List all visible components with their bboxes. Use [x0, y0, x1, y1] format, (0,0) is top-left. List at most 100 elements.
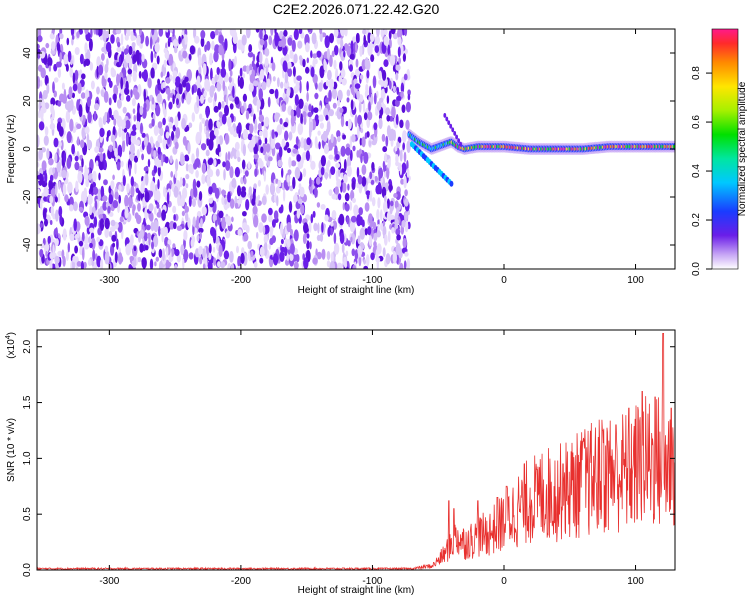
spectrogram-cell [68, 86, 73, 99]
spectrogram-cell [165, 131, 170, 139]
spectrogram-cell [407, 89, 411, 96]
spectrogram-cell [372, 75, 377, 89]
spectrogram-cell [232, 148, 235, 154]
spectrogram-cell [229, 166, 234, 179]
spectrogram-cell [148, 190, 154, 197]
spectrogram-cell [336, 262, 343, 269]
spectrogram-cell [227, 151, 231, 161]
spectrogram-cell [205, 130, 210, 139]
spectrogram-cell [380, 29, 385, 38]
spectrogram-cell [368, 85, 372, 98]
spectrogram-cell [74, 155, 79, 162]
spectrogram-cell [358, 246, 362, 258]
spectrogram-cell [297, 198, 303, 204]
spectrogram-cell [172, 243, 176, 249]
spectrogram-cell [375, 35, 380, 45]
spectrogram-cell [74, 233, 78, 240]
spectrogram-cell [174, 141, 179, 150]
spectrogram-cell [110, 134, 116, 143]
spectrogram-cell [299, 186, 305, 198]
spectrogram-cell [313, 107, 319, 113]
spectrogram-cell [153, 235, 159, 248]
spectrogram-y-tick-label: 40 [22, 47, 33, 59]
spectrogram-cell [200, 143, 207, 151]
spectrogram-cell [341, 181, 347, 193]
spectrogram-cell [406, 168, 410, 178]
spectrogram-cell [319, 29, 323, 35]
spectrogram-cell [353, 204, 359, 216]
spectrogram-cell [157, 179, 160, 190]
spectrogram-cell [376, 90, 379, 99]
spectrogram-cell [285, 141, 290, 148]
spectrogram-cell [257, 179, 261, 187]
spectrogram-cell [259, 257, 264, 264]
spectrogram-cell [130, 30, 134, 42]
spectrogram-cell [182, 92, 186, 100]
spectrogram-cell [165, 77, 171, 84]
spectrogram-cell [162, 81, 166, 89]
spectrogram-cell [327, 227, 331, 237]
spectrogram-cell [291, 39, 296, 52]
spectrogram-cell [173, 186, 179, 198]
spectrogram-cell [268, 214, 273, 223]
spectrogram-cell [367, 226, 372, 236]
spectrogram-x-tick-label: -200 [231, 275, 251, 286]
spectrogram-cell [278, 146, 283, 158]
spectrogram-cell [238, 129, 241, 139]
spectrogram-cell [228, 95, 234, 102]
spectrogram-cell [112, 126, 116, 136]
spectrogram-cell [224, 132, 229, 145]
spectrogram-cell [93, 110, 97, 122]
spectrogram-cell [62, 228, 67, 241]
spectrogram-cell [67, 242, 71, 253]
spectrogram-y-tick-label: 20 [22, 95, 33, 107]
spectrogram-cell [406, 140, 411, 153]
spectrogram-cell [177, 194, 181, 207]
spectrogram-cell [328, 78, 335, 91]
spectrogram-cell [45, 243, 50, 251]
spectrogram-cell [86, 96, 92, 108]
spectrogram-cell [39, 248, 44, 258]
spectrogram-cell [45, 251, 48, 257]
spectrogram-cell [188, 53, 192, 61]
spectrogram-cell [333, 59, 337, 70]
spectrogram-cell [112, 200, 119, 209]
spectrogram-cell [400, 82, 405, 94]
spectrogram-cell [308, 104, 312, 112]
spectrogram-cell [352, 145, 356, 152]
spectrogram-cell [403, 260, 407, 269]
spectrogram-cell [338, 213, 345, 226]
spectrogram-cell [356, 214, 362, 227]
spectrogram-cell [306, 145, 311, 151]
snr-y-tick-label: 1.0 [22, 451, 33, 465]
spectrogram-cell [117, 144, 123, 158]
spectrogram-cell [242, 211, 247, 217]
spectrogram-cell [277, 159, 283, 168]
spectrogram-cell [361, 176, 367, 187]
spectrogram-cell [268, 207, 273, 216]
spectrogram-cell [318, 82, 323, 92]
spectrogram-cell [138, 71, 142, 79]
spectrogram-cell [355, 41, 358, 54]
spectrogram-cell [84, 29, 89, 35]
spectrogram-cell [138, 232, 141, 243]
spectrogram-cell [404, 251, 409, 257]
spectrogram-cell [350, 236, 353, 243]
spectrogram-cell [267, 156, 273, 162]
spectrogram-cell [395, 114, 399, 126]
spectrogram-cell [258, 114, 265, 123]
spectrogram-cell [237, 229, 243, 237]
spectrogram-cell [87, 258, 92, 267]
spectrogram-cell [110, 68, 117, 78]
spectrogram-cell [74, 47, 80, 55]
spectrogram-cell [323, 144, 329, 155]
spectrogram-cell [376, 209, 380, 221]
spectrogram-cell [69, 233, 75, 242]
spectrogram-cell [197, 54, 202, 68]
spectrogram-cell [241, 73, 246, 79]
spectrogram-cell [270, 29, 274, 36]
spectrogram-cell [37, 43, 40, 50]
spectrogram-cell [74, 245, 78, 254]
spectrogram-cell [69, 67, 73, 78]
spectrogram-cell [163, 226, 168, 236]
